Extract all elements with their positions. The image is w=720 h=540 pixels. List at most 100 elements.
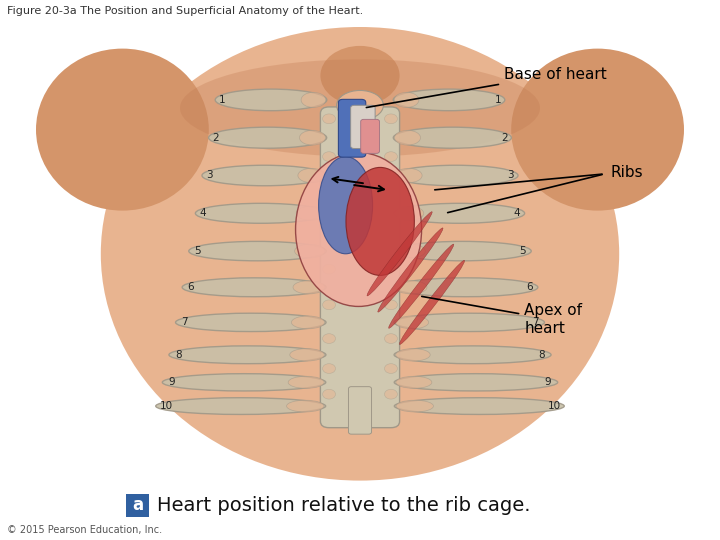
Text: 8: 8 xyxy=(175,350,181,360)
Text: 9: 9 xyxy=(168,377,176,387)
Ellipse shape xyxy=(378,228,443,312)
Ellipse shape xyxy=(292,316,325,329)
Text: 1: 1 xyxy=(495,95,501,105)
Text: 4: 4 xyxy=(513,208,520,218)
Ellipse shape xyxy=(395,130,420,145)
Ellipse shape xyxy=(337,90,384,120)
Ellipse shape xyxy=(36,49,209,211)
Ellipse shape xyxy=(394,278,538,297)
Ellipse shape xyxy=(384,152,397,161)
Ellipse shape xyxy=(367,212,432,296)
Text: 3: 3 xyxy=(206,171,213,180)
Ellipse shape xyxy=(209,127,327,148)
Ellipse shape xyxy=(511,49,684,211)
FancyBboxPatch shape xyxy=(351,105,375,148)
Ellipse shape xyxy=(395,316,428,329)
Ellipse shape xyxy=(215,89,327,111)
Ellipse shape xyxy=(389,244,454,328)
Ellipse shape xyxy=(289,348,324,361)
Ellipse shape xyxy=(394,241,531,261)
Ellipse shape xyxy=(294,244,325,258)
Ellipse shape xyxy=(393,165,518,186)
Ellipse shape xyxy=(384,264,397,274)
Ellipse shape xyxy=(393,89,505,111)
Text: 10: 10 xyxy=(159,401,173,411)
Ellipse shape xyxy=(395,168,422,183)
Text: 2: 2 xyxy=(212,133,219,143)
FancyBboxPatch shape xyxy=(338,99,366,157)
Ellipse shape xyxy=(323,227,336,237)
Ellipse shape xyxy=(394,346,551,364)
Ellipse shape xyxy=(180,59,540,157)
Ellipse shape xyxy=(323,114,336,124)
Ellipse shape xyxy=(320,46,400,105)
Ellipse shape xyxy=(202,165,327,186)
Ellipse shape xyxy=(395,206,423,220)
Ellipse shape xyxy=(346,167,415,275)
Ellipse shape xyxy=(394,203,525,224)
Ellipse shape xyxy=(384,364,397,374)
Ellipse shape xyxy=(323,334,336,343)
Ellipse shape xyxy=(323,190,336,199)
Ellipse shape xyxy=(395,374,558,391)
Text: 9: 9 xyxy=(544,377,552,387)
Ellipse shape xyxy=(298,168,325,183)
Ellipse shape xyxy=(318,157,373,254)
FancyBboxPatch shape xyxy=(320,107,400,428)
Ellipse shape xyxy=(288,376,324,388)
Ellipse shape xyxy=(384,114,397,124)
Ellipse shape xyxy=(156,397,325,415)
Ellipse shape xyxy=(400,260,464,345)
Ellipse shape xyxy=(300,130,325,145)
Ellipse shape xyxy=(195,203,326,224)
Ellipse shape xyxy=(384,190,397,199)
Text: a: a xyxy=(132,496,143,515)
Text: 8: 8 xyxy=(539,350,545,360)
Text: 4: 4 xyxy=(200,208,207,218)
Ellipse shape xyxy=(297,206,325,220)
Text: 5: 5 xyxy=(194,246,200,256)
Ellipse shape xyxy=(384,300,397,310)
Ellipse shape xyxy=(396,348,431,361)
Ellipse shape xyxy=(323,364,336,374)
FancyBboxPatch shape xyxy=(361,119,379,153)
Ellipse shape xyxy=(323,264,336,274)
Ellipse shape xyxy=(396,400,433,412)
Ellipse shape xyxy=(162,374,325,391)
Text: 7: 7 xyxy=(181,318,188,327)
Ellipse shape xyxy=(323,389,336,399)
Text: 10: 10 xyxy=(547,401,561,411)
Text: © 2015 Pearson Education, Inc.: © 2015 Pearson Education, Inc. xyxy=(7,524,162,535)
Ellipse shape xyxy=(395,281,427,294)
Ellipse shape xyxy=(395,92,419,107)
Ellipse shape xyxy=(323,300,336,310)
Text: 5: 5 xyxy=(520,246,526,256)
Ellipse shape xyxy=(396,376,432,388)
Ellipse shape xyxy=(287,400,324,412)
Text: 3: 3 xyxy=(507,171,514,180)
Text: Base of heart: Base of heart xyxy=(366,67,607,107)
Ellipse shape xyxy=(101,27,619,481)
Ellipse shape xyxy=(384,227,397,237)
Ellipse shape xyxy=(176,313,326,332)
Text: 6: 6 xyxy=(526,282,533,292)
Text: 1: 1 xyxy=(219,95,225,105)
Ellipse shape xyxy=(394,313,544,332)
FancyBboxPatch shape xyxy=(348,387,372,434)
Text: 6: 6 xyxy=(187,282,194,292)
Ellipse shape xyxy=(384,389,397,399)
Ellipse shape xyxy=(169,346,326,364)
Ellipse shape xyxy=(295,152,422,307)
Ellipse shape xyxy=(293,281,325,294)
Ellipse shape xyxy=(182,278,326,297)
Ellipse shape xyxy=(323,152,336,161)
Text: Ribs: Ribs xyxy=(611,165,643,180)
Ellipse shape xyxy=(301,92,325,107)
Text: 2: 2 xyxy=(501,133,508,143)
Text: Apex of
heart: Apex of heart xyxy=(422,296,582,336)
Ellipse shape xyxy=(393,127,511,148)
Ellipse shape xyxy=(384,334,397,343)
Text: Figure 20-3a The Position and Superficial Anatomy of the Heart.: Figure 20-3a The Position and Superficia… xyxy=(7,6,364,17)
Ellipse shape xyxy=(395,397,564,415)
FancyBboxPatch shape xyxy=(126,494,149,517)
